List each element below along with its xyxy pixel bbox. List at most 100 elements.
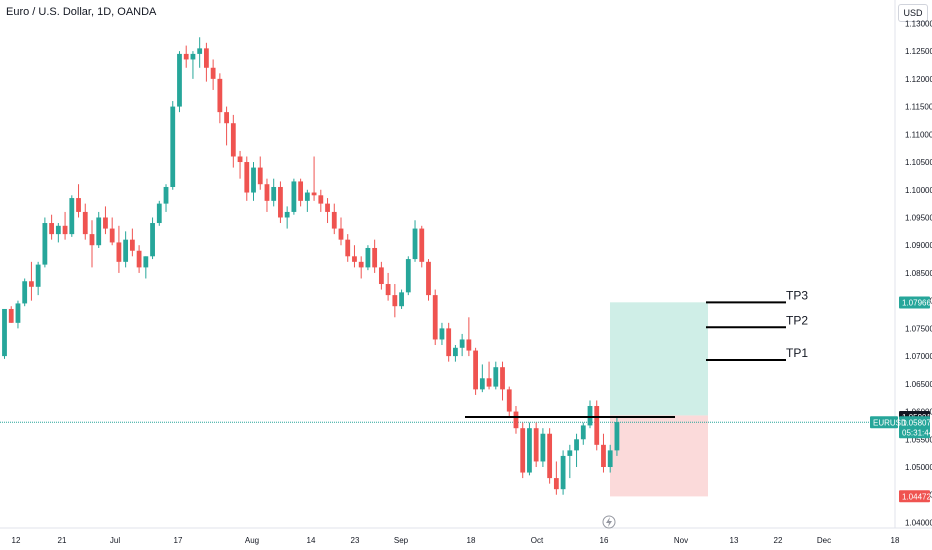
- price-axis[interactable]: 1.040001.045001.050001.055001.060001.065…: [905, 19, 932, 527]
- candle: [311, 156, 317, 201]
- candle: [278, 181, 283, 224]
- candle: [42, 217, 48, 268]
- y-tick-label: 1.08500: [905, 269, 932, 278]
- time-axis[interactable]: 12 21 Jul 17 Aug 14 23 Sep 18 Oct 16 Nov 13 22 Dec 18: [12, 536, 900, 545]
- candle: [318, 189, 324, 212]
- x-tick-label: 22: [774, 536, 783, 545]
- candle: [378, 261, 384, 290]
- candle: [345, 234, 351, 262]
- candle: [587, 400, 593, 429]
- currency-selector[interactable]: USD: [898, 4, 928, 22]
- candle: [116, 225, 122, 273]
- candle: [123, 231, 129, 268]
- x-tick-label: Jul: [110, 536, 120, 545]
- svg-text:05:31:44: 05:31:44: [902, 428, 932, 437]
- x-tick-label: 18: [467, 536, 476, 545]
- candle: [89, 220, 95, 268]
- candle: [22, 278, 28, 307]
- svg-text:EURUSD: EURUSD: [873, 418, 907, 427]
- candle: [412, 220, 418, 262]
- tp-label: TP1: [786, 346, 808, 360]
- candle: [466, 317, 472, 357]
- candle: [520, 422, 526, 479]
- candle: [35, 261, 41, 296]
- candle: [230, 114, 236, 168]
- x-tick-label: Nov: [674, 536, 688, 545]
- candle: [76, 184, 81, 218]
- candle: [506, 386, 512, 418]
- candle: [473, 347, 478, 395]
- x-tick-label: Oct: [531, 536, 544, 545]
- candle: [446, 322, 452, 362]
- candle: [163, 184, 169, 212]
- risk-reward-zones[interactable]: [0, 302, 895, 497]
- candle: [493, 361, 499, 390]
- candle: [614, 417, 620, 456]
- x-tick-label: 21: [58, 536, 67, 545]
- symbol-tag: EURUSD: [870, 416, 907, 429]
- candle: [553, 461, 559, 495]
- loss-zone[interactable]: [610, 415, 708, 497]
- candle: [29, 261, 34, 301]
- y-tick-label: 1.05000: [905, 463, 932, 472]
- x-tick-label: 18: [891, 536, 900, 545]
- candle: [49, 214, 55, 240]
- y-tick-label: 1.05500: [905, 435, 932, 444]
- candle: [96, 211, 102, 248]
- drawn-lines[interactable]: TP3 TP2 TP1: [465, 288, 808, 419]
- candle: [580, 422, 586, 445]
- x-tick-label: 23: [351, 536, 360, 545]
- candle: [601, 433, 606, 473]
- candle: [210, 59, 216, 90]
- y-tick-label: 1.06500: [905, 380, 932, 389]
- candle: [55, 223, 61, 243]
- x-tick-label: Sep: [394, 536, 409, 545]
- y-tick-label: 1.07500: [905, 324, 932, 333]
- candle: [156, 200, 162, 226]
- candle: [459, 333, 465, 357]
- candle: [150, 217, 155, 260]
- candle: [190, 51, 196, 79]
- candle: [338, 217, 344, 246]
- candle: [237, 150, 243, 179]
- y-tick-label: 1.12000: [905, 75, 932, 84]
- candle: [109, 217, 115, 246]
- y-tick-label: 1.10500: [905, 158, 932, 167]
- tp-label: TP3: [786, 288, 808, 302]
- candle: [69, 195, 75, 237]
- candle: [426, 259, 431, 301]
- candle: [560, 450, 566, 495]
- candle: [533, 422, 539, 468]
- candle: [8, 306, 14, 323]
- x-tick-label: Dec: [817, 536, 831, 545]
- candle: [453, 345, 458, 362]
- profit-zone[interactable]: [610, 302, 708, 416]
- candle: [574, 433, 579, 468]
- stop-loss-tag: 1.04472: [899, 490, 931, 503]
- candle: [170, 101, 176, 190]
- candle: [271, 178, 277, 207]
- x-tick-label: 17: [174, 536, 183, 545]
- y-tick-label: 1.11500: [905, 103, 932, 112]
- candle: [264, 178, 270, 212]
- candle: [62, 211, 68, 240]
- chart-title: Euro / U.S. Dollar, 1D, OANDA: [6, 6, 157, 18]
- candle: [365, 245, 371, 271]
- y-tick-label: 1.09000: [905, 241, 932, 250]
- take-profit-tag: 1.07966: [899, 296, 931, 309]
- svg-text:1.04472: 1.04472: [902, 492, 931, 501]
- candle: [352, 245, 357, 268]
- candle: [486, 361, 492, 390]
- x-tick-label: 13: [730, 536, 739, 545]
- x-tick-label: Aug: [245, 536, 259, 545]
- price-tags: 1.079661.059011.0580705:31:441.04472EURU…: [870, 296, 932, 503]
- candle: [547, 428, 553, 484]
- candle: [197, 37, 203, 68]
- candle: [257, 156, 263, 190]
- x-tick-label: 12: [12, 536, 21, 545]
- lightning-icon[interactable]: [602, 515, 616, 529]
- y-tick-label: 1.10000: [905, 186, 932, 195]
- candle: [500, 361, 505, 401]
